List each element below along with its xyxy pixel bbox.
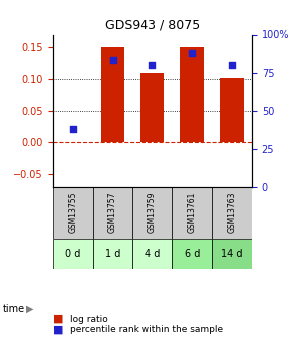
Text: 0 d: 0 d [65, 249, 80, 259]
Text: 1 d: 1 d [105, 249, 120, 259]
FancyBboxPatch shape [53, 187, 93, 239]
Text: GSM13757: GSM13757 [108, 192, 117, 233]
FancyBboxPatch shape [53, 239, 93, 269]
Text: 6 d: 6 d [185, 249, 200, 259]
Text: ■: ■ [53, 314, 63, 324]
Text: GSM13755: GSM13755 [68, 192, 77, 233]
Bar [180, 47, 204, 142]
Point [70, 126, 75, 131]
Point [150, 62, 155, 68]
Point [230, 62, 234, 68]
FancyBboxPatch shape [132, 187, 172, 239]
Text: ▶: ▶ [26, 304, 34, 314]
Text: 4 d: 4 d [145, 249, 160, 259]
FancyBboxPatch shape [172, 187, 212, 239]
FancyBboxPatch shape [212, 239, 252, 269]
Title: GDS943 / 8075: GDS943 / 8075 [105, 19, 200, 32]
Bar [140, 72, 164, 142]
Text: GSM13763: GSM13763 [228, 192, 236, 233]
Text: log ratio: log ratio [70, 315, 108, 324]
FancyBboxPatch shape [132, 239, 172, 269]
Text: GSM13761: GSM13761 [188, 192, 197, 233]
Point [190, 50, 195, 56]
Bar [220, 78, 244, 142]
FancyBboxPatch shape [172, 239, 212, 269]
Bar [100, 47, 125, 142]
FancyBboxPatch shape [93, 187, 132, 239]
FancyBboxPatch shape [212, 187, 252, 239]
Text: 14 d: 14 d [221, 249, 243, 259]
Text: time: time [3, 304, 25, 314]
Text: ■: ■ [53, 325, 63, 334]
Text: percentile rank within the sample: percentile rank within the sample [70, 325, 224, 334]
Point [110, 58, 115, 63]
FancyBboxPatch shape [93, 239, 132, 269]
Text: GSM13759: GSM13759 [148, 192, 157, 233]
